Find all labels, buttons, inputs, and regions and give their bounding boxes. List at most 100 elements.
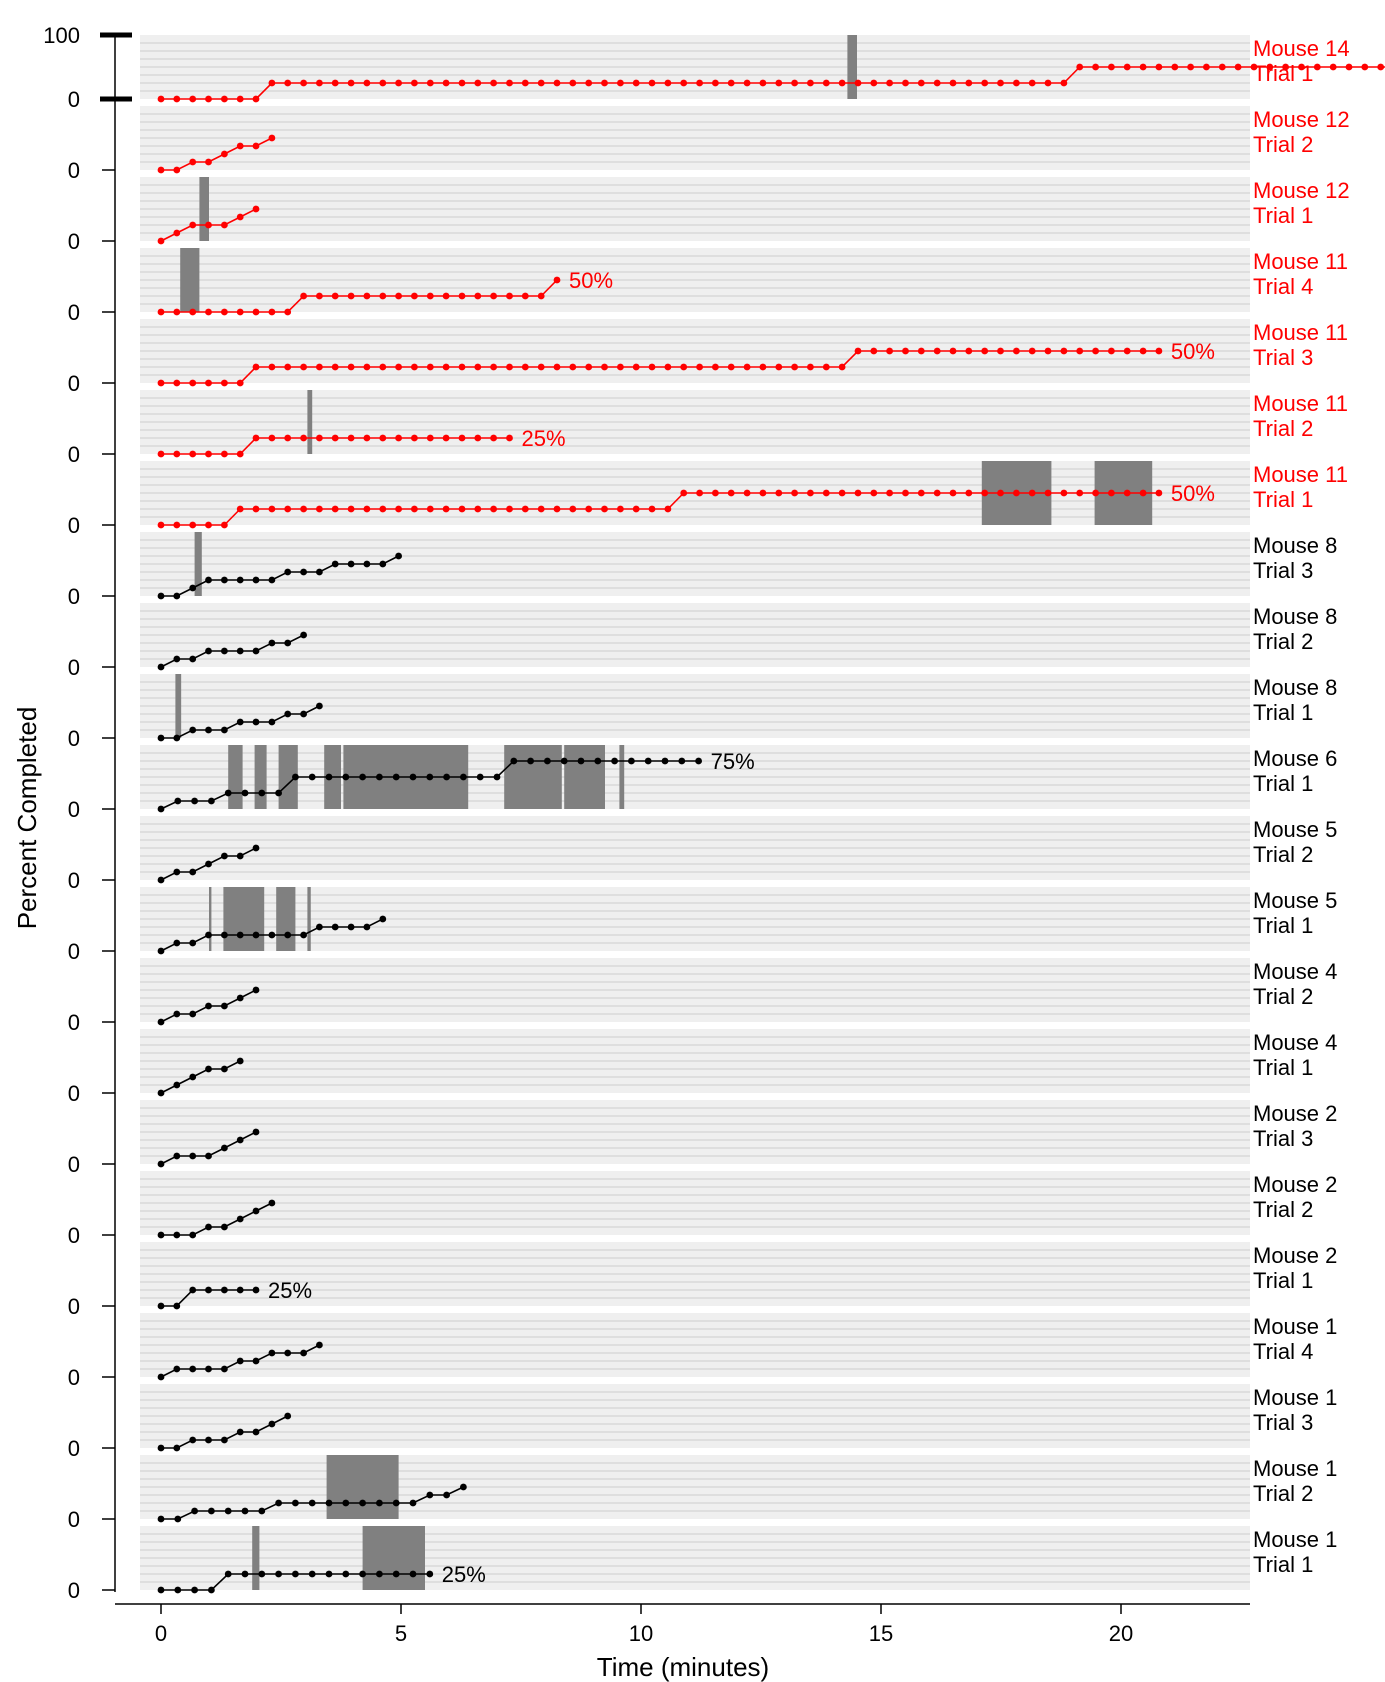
data-point xyxy=(1266,63,1274,71)
data-point xyxy=(409,1570,417,1578)
data-point xyxy=(553,505,561,513)
series-line xyxy=(161,350,1159,384)
data-point xyxy=(236,1357,244,1365)
data-point xyxy=(917,347,925,355)
data-point xyxy=(411,505,418,513)
data-point xyxy=(870,489,878,497)
data-point xyxy=(1203,63,1210,71)
data-point xyxy=(221,1365,228,1373)
panel-mouse-label: Mouse 6 xyxy=(1253,746,1337,771)
pause-block xyxy=(362,1526,425,1590)
data-point xyxy=(316,1341,323,1349)
data-point xyxy=(1282,63,1289,71)
data-point xyxy=(205,1365,212,1373)
data-point xyxy=(506,363,513,371)
data-point xyxy=(275,789,282,797)
data-point xyxy=(173,229,181,237)
data-point xyxy=(157,237,165,245)
panel-mouse-label: Mouse 11 xyxy=(1253,320,1348,345)
data-point xyxy=(331,434,339,442)
data-point xyxy=(268,505,276,513)
data-point xyxy=(1092,63,1099,71)
data-point xyxy=(680,363,688,371)
data-point xyxy=(236,1215,244,1223)
data-point xyxy=(712,489,719,497)
data-point xyxy=(965,79,973,87)
data-point xyxy=(189,1365,197,1373)
data-point xyxy=(284,639,292,647)
data-point xyxy=(205,931,212,939)
data-point xyxy=(664,363,672,371)
data-point xyxy=(902,79,909,87)
pause-block xyxy=(223,887,265,951)
data-point xyxy=(284,568,292,576)
data-point xyxy=(379,560,387,568)
data-point xyxy=(537,363,545,371)
data-point xyxy=(617,363,624,371)
data-point xyxy=(275,1570,282,1578)
data-point xyxy=(411,79,418,87)
data-point xyxy=(490,79,497,87)
data-point xyxy=(1234,63,1242,71)
panel-mouse-label: Mouse 1 xyxy=(1253,1314,1337,1339)
data-point xyxy=(157,166,165,174)
data-point xyxy=(601,79,608,87)
data-point xyxy=(632,79,640,87)
end-label: 25% xyxy=(521,426,565,451)
data-point xyxy=(474,292,482,300)
y-tick-label: 0 xyxy=(68,158,80,183)
data-point xyxy=(601,505,608,513)
data-point xyxy=(205,860,212,868)
data-point xyxy=(284,79,292,87)
data-point xyxy=(838,79,846,87)
panel-trial-label: Trial 1 xyxy=(1253,61,1313,86)
data-point xyxy=(236,852,244,860)
data-point xyxy=(743,363,751,371)
data-point xyxy=(379,292,387,300)
data-point xyxy=(490,505,497,513)
data-point xyxy=(1123,63,1131,71)
data-point xyxy=(236,379,244,387)
data-point xyxy=(157,1018,165,1026)
data-point xyxy=(236,142,244,150)
data-point xyxy=(325,1570,333,1578)
pause-block xyxy=(252,1526,260,1590)
y-tick-label: 0 xyxy=(68,1010,80,1035)
data-point xyxy=(331,505,339,513)
data-point xyxy=(205,379,212,387)
data-point xyxy=(363,363,371,371)
panel-trial-label: Trial 3 xyxy=(1253,1410,1313,1435)
data-point xyxy=(300,363,307,371)
data-point xyxy=(1092,347,1099,355)
y-tick-label: 0 xyxy=(68,87,80,112)
data-point xyxy=(727,79,735,87)
data-point xyxy=(363,434,371,442)
pause-block xyxy=(307,887,311,951)
data-point xyxy=(252,1428,260,1436)
data-point xyxy=(537,79,545,87)
panel-trial-label: Trial 2 xyxy=(1253,416,1313,441)
data-point xyxy=(189,1073,197,1081)
data-point xyxy=(376,1499,383,1507)
data-point xyxy=(474,434,482,442)
data-point xyxy=(268,639,276,647)
data-point xyxy=(224,1570,232,1578)
data-point xyxy=(506,434,513,442)
data-point xyxy=(965,347,973,355)
data-point xyxy=(822,489,830,497)
data-point xyxy=(221,726,228,734)
data-point xyxy=(933,489,941,497)
data-point xyxy=(1060,489,1068,497)
data-point xyxy=(521,505,529,513)
data-point xyxy=(1028,489,1036,497)
panel-trial-label: Trial 2 xyxy=(1253,629,1313,654)
data-point xyxy=(411,434,418,442)
pause-block xyxy=(228,745,243,809)
data-point xyxy=(1092,489,1099,497)
data-point xyxy=(236,308,244,316)
panel-mouse-label: Mouse 11 xyxy=(1253,249,1348,274)
data-point xyxy=(221,308,228,316)
